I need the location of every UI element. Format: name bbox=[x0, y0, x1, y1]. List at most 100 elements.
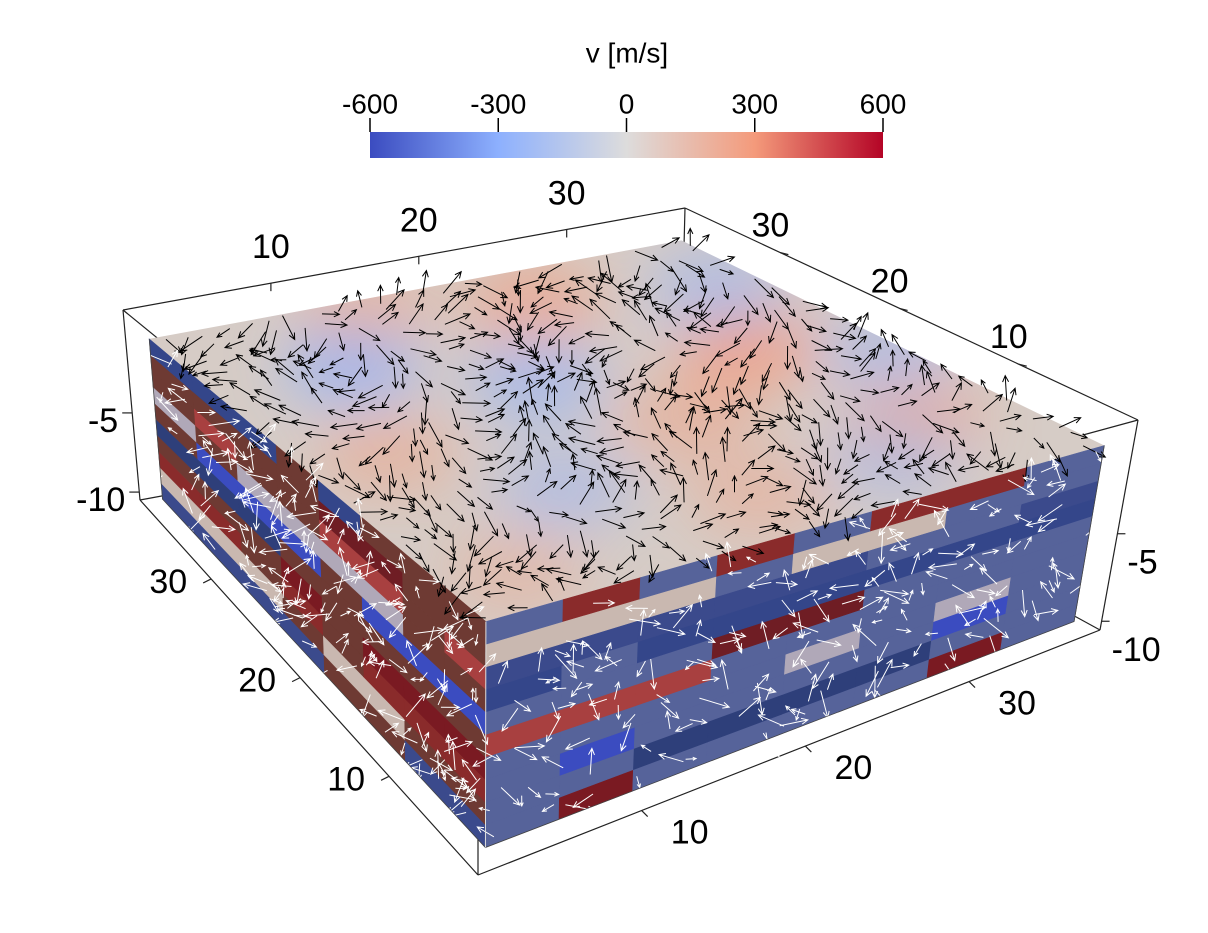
vector-glyph bbox=[570, 461, 597, 471]
vector-glyph bbox=[976, 589, 996, 596]
vector-glyph bbox=[969, 451, 982, 465]
vector-glyph bbox=[141, 475, 163, 489]
vector-glyph bbox=[495, 581, 522, 591]
vector-glyph bbox=[440, 382, 467, 396]
vector-glyph bbox=[931, 453, 950, 467]
vector-glyph bbox=[280, 474, 299, 494]
vector-glyph bbox=[532, 335, 541, 358]
axis-tick-label: -10 bbox=[1112, 631, 1161, 669]
vector-glyph bbox=[386, 559, 403, 568]
vector-glyph bbox=[522, 399, 530, 420]
vector-glyph bbox=[253, 389, 281, 401]
vector-glyph bbox=[219, 357, 239, 366]
vector-glyph bbox=[385, 288, 405, 310]
vector-glyph bbox=[557, 372, 577, 383]
vector-glyph bbox=[156, 396, 179, 421]
vector-glyph bbox=[908, 589, 914, 601]
vector-glyph bbox=[487, 413, 506, 423]
vector-glyph bbox=[623, 510, 646, 519]
vector-glyph bbox=[576, 377, 598, 385]
vector-glyph bbox=[987, 504, 1000, 513]
vector-glyph bbox=[325, 602, 338, 622]
vector-glyph bbox=[252, 501, 260, 531]
vector-glyph bbox=[416, 763, 422, 782]
vector-glyph bbox=[795, 708, 801, 722]
axis-tick bbox=[202, 578, 212, 584]
vector-glyph bbox=[321, 311, 341, 318]
vector-glyph bbox=[231, 459, 254, 473]
vector-glyph bbox=[445, 703, 473, 717]
vector-glyph bbox=[990, 431, 998, 457]
vector-glyph bbox=[745, 310, 751, 327]
vector-glyph bbox=[674, 277, 683, 296]
vector-glyph bbox=[947, 637, 957, 662]
vector-glyph bbox=[922, 359, 932, 374]
vector-glyph bbox=[397, 401, 411, 413]
vector-glyph bbox=[660, 504, 682, 520]
vector-glyph bbox=[537, 521, 543, 538]
vector-glyph bbox=[237, 323, 253, 339]
vector-glyph bbox=[585, 643, 603, 661]
vector-glyph bbox=[880, 386, 900, 393]
vector-glyph bbox=[526, 311, 540, 331]
axis-tick-label: 10 bbox=[990, 318, 1028, 356]
vector-glyph bbox=[198, 430, 226, 438]
vector-glyph bbox=[228, 382, 251, 396]
vector-glyph bbox=[467, 525, 476, 551]
axis-tick bbox=[380, 775, 390, 781]
vector-glyph bbox=[657, 387, 667, 402]
vector-glyph bbox=[876, 606, 888, 614]
vector-glyph bbox=[600, 411, 624, 422]
vector-glyph bbox=[588, 346, 618, 354]
vector-glyph bbox=[545, 280, 565, 289]
vector-glyph bbox=[595, 454, 620, 464]
vector-glyph bbox=[964, 618, 976, 627]
vector-glyph bbox=[423, 355, 443, 363]
vector-glyph bbox=[565, 516, 588, 525]
vector-glyph bbox=[630, 383, 648, 391]
shading-blob bbox=[446, 531, 587, 612]
vector-glyph bbox=[857, 311, 869, 338]
vector-glyph bbox=[358, 708, 377, 717]
vector-glyph bbox=[988, 508, 1002, 517]
vector-glyph bbox=[271, 598, 284, 605]
vector-glyph bbox=[475, 382, 491, 392]
vector-glyph bbox=[342, 434, 365, 442]
vector-glyph bbox=[307, 514, 331, 537]
vector-glyph bbox=[875, 461, 897, 473]
vector-glyph bbox=[1037, 504, 1063, 522]
vector-glyph bbox=[421, 269, 429, 292]
vector-glyph bbox=[747, 581, 772, 589]
shading-blob bbox=[615, 379, 756, 460]
vector-glyph bbox=[398, 506, 417, 513]
vector-glyph bbox=[694, 392, 711, 414]
vector-glyph bbox=[982, 548, 1000, 555]
vector-glyph bbox=[826, 673, 834, 690]
vector-glyph bbox=[469, 331, 489, 340]
vector-glyph bbox=[477, 453, 503, 461]
vector-glyph bbox=[774, 309, 790, 331]
vector-glyph bbox=[711, 367, 723, 394]
vector-glyph bbox=[588, 693, 600, 721]
vector-glyph bbox=[346, 407, 365, 414]
vector-glyph bbox=[461, 758, 478, 781]
vector-glyph bbox=[446, 366, 466, 373]
vector-glyph bbox=[413, 497, 431, 517]
vector-glyph bbox=[699, 697, 731, 709]
colorbar-tick-label: -300 bbox=[470, 88, 526, 119]
vector-glyph bbox=[198, 504, 211, 521]
vector-glyph bbox=[822, 508, 830, 530]
vector-glyph bbox=[267, 567, 289, 583]
vector-glyph bbox=[595, 505, 623, 513]
vector-glyph bbox=[772, 627, 788, 640]
vector-glyph bbox=[260, 320, 270, 348]
vector-glyph bbox=[285, 558, 312, 575]
axis-tick-label: 20 bbox=[238, 662, 276, 700]
vector-glyph bbox=[380, 561, 391, 574]
vector-glyph bbox=[865, 670, 879, 698]
vector-glyph bbox=[724, 402, 746, 409]
vector-glyph bbox=[467, 617, 473, 631]
vector-glyph bbox=[1048, 483, 1067, 498]
vector-glyph bbox=[568, 335, 585, 345]
